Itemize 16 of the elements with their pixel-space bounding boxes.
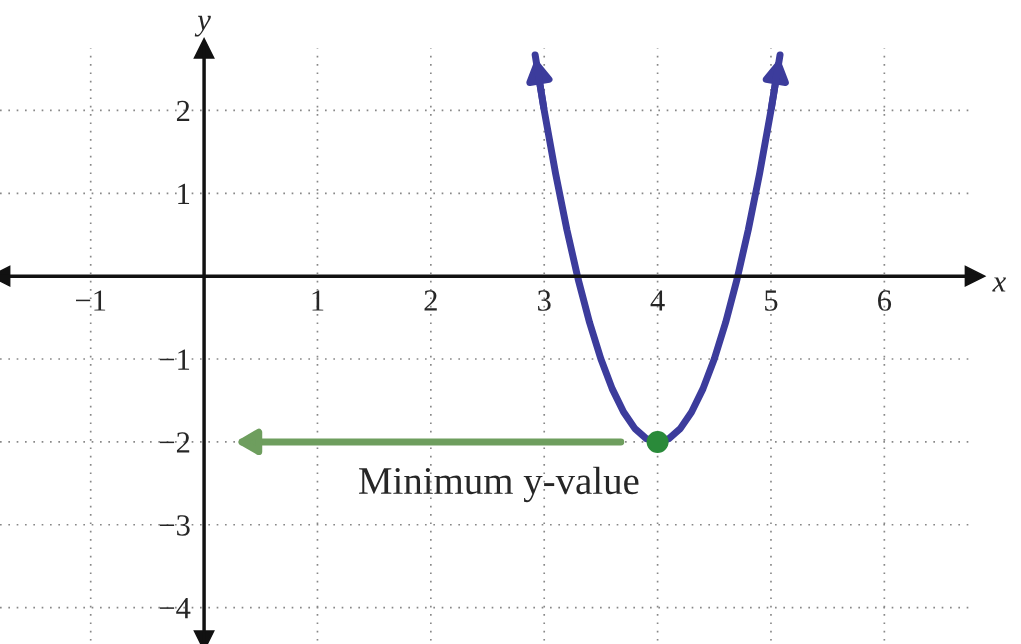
- x-tick-label: −1: [75, 290, 106, 311]
- x-tick-label: 3: [538, 290, 551, 311]
- y-tick-label: −2: [159, 432, 190, 453]
- y-tick-label: −4: [159, 598, 191, 619]
- y-axis-title: y: [194, 15, 211, 37]
- y-tick-label: −1: [159, 349, 190, 370]
- x-tick-label: 6: [878, 290, 892, 311]
- x-tick-label: 4: [650, 290, 665, 311]
- y-tick-label: −3: [159, 515, 190, 536]
- x-tick-label: 2: [424, 290, 437, 311]
- x-tick-label: 1: [312, 290, 324, 311]
- annotation: Minimum y-value: [359, 466, 639, 503]
- y-tick-label: 2: [176, 100, 190, 122]
- y-tick-label: 1: [178, 183, 190, 204]
- x-tick-label: 5: [765, 290, 778, 311]
- x-axis-title: x: [992, 277, 1006, 292]
